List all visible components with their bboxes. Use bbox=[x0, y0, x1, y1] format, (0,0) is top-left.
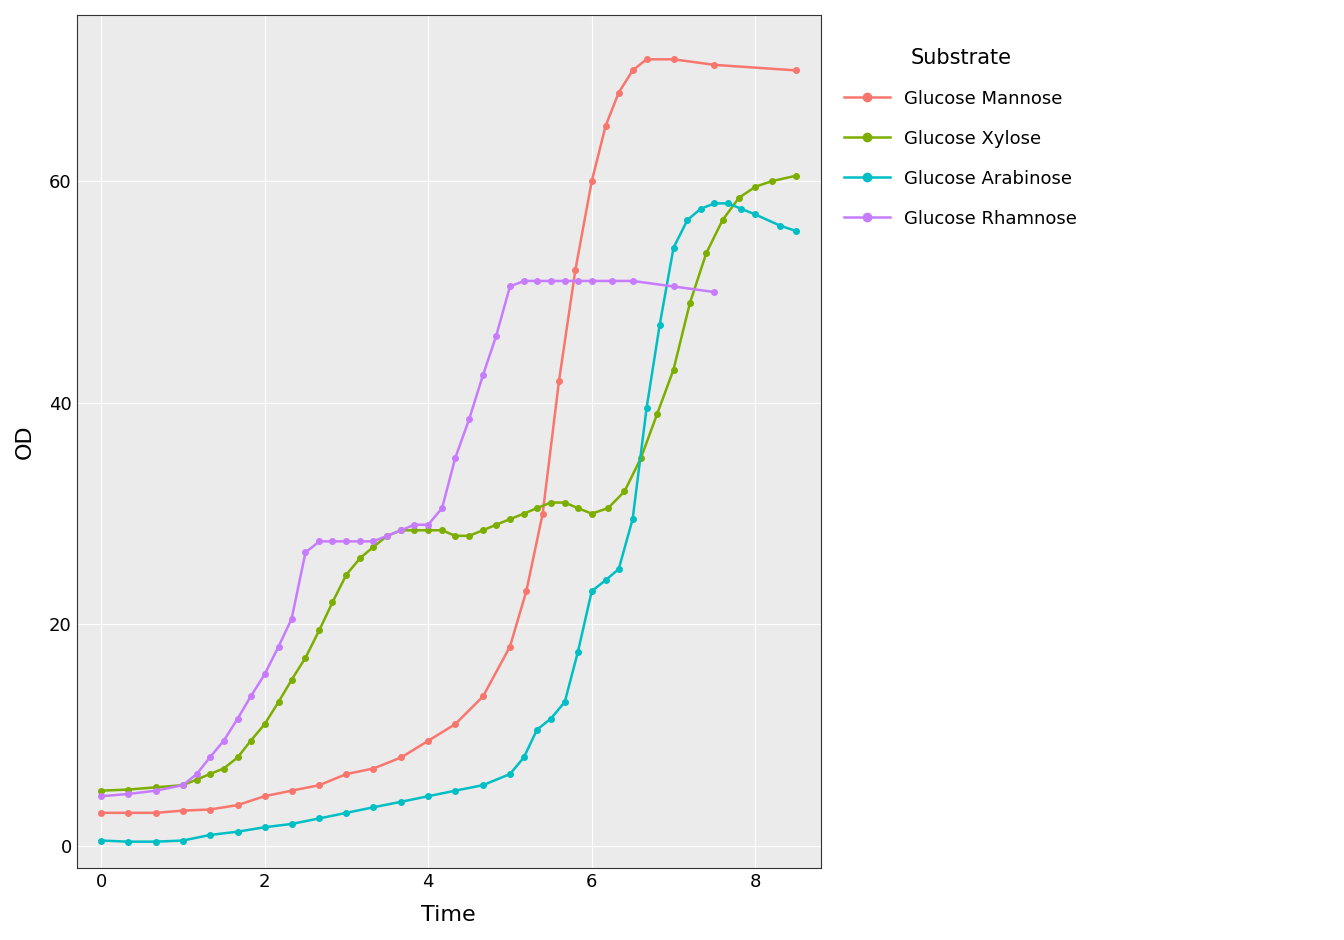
Y-axis label: OD: OD bbox=[15, 424, 35, 459]
X-axis label: Time: Time bbox=[421, 905, 476, 925]
Legend: Glucose Mannose, Glucose Xylose, Glucose Arabinose, Glucose Rhamnose: Glucose Mannose, Glucose Xylose, Glucose… bbox=[837, 41, 1085, 235]
